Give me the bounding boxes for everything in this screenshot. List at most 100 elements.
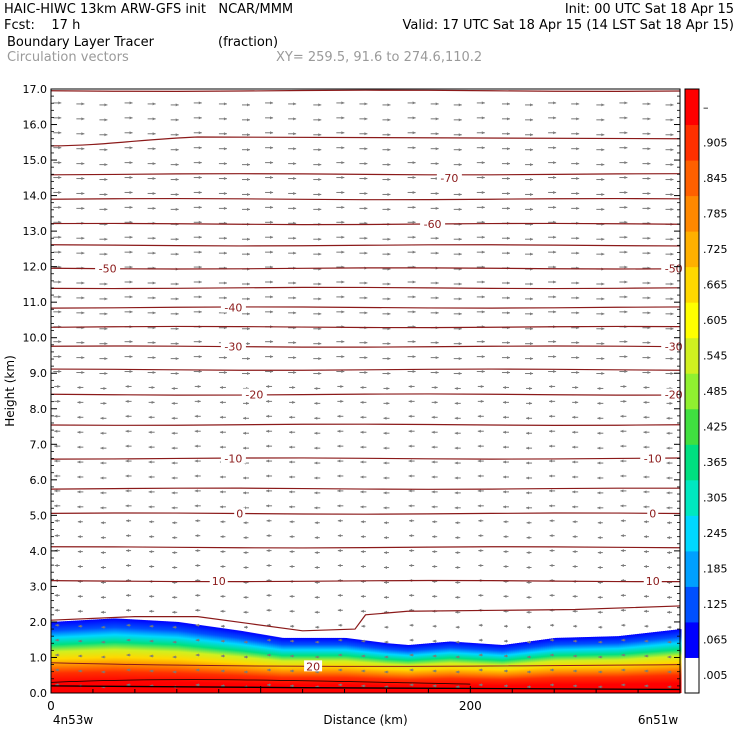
circulation-vector [147, 177, 156, 181]
circulation-vector [549, 399, 556, 403]
contour-label: 10 [646, 575, 660, 588]
tracer-column [397, 644, 400, 693]
circulation-vector [407, 310, 416, 314]
circulation-vector [54, 489, 61, 493]
circulation-vector [383, 536, 389, 540]
tracer-column [677, 629, 680, 693]
circulation-vector [572, 445, 579, 449]
tracer-column [163, 621, 166, 693]
circulation-vector [220, 669, 225, 673]
circulation-vector [126, 623, 131, 627]
circulation-vector [596, 282, 605, 286]
y-tick-label: 9.0 [30, 367, 48, 380]
y-tick-label: 4.0 [30, 545, 48, 558]
circulation-vector [171, 386, 178, 390]
circulation-vector [501, 191, 510, 195]
circulation-vector [549, 593, 555, 597]
tracer-column [517, 642, 520, 693]
circulation-vector [313, 103, 322, 107]
circulation-vector [384, 670, 389, 674]
circulation-vector [147, 251, 156, 255]
circulation-vector [149, 624, 154, 628]
circulation-vector [172, 625, 177, 629]
circulation-vector [407, 340, 416, 344]
circulation-vector [525, 237, 534, 241]
contour-label: -40 [224, 302, 242, 315]
circulation-vector [478, 593, 484, 597]
circulation-vector [290, 669, 295, 673]
circulation-vector [573, 684, 578, 688]
circulation-vector [53, 146, 62, 150]
circulation-vector [99, 148, 108, 152]
circulation-vector [549, 444, 556, 448]
circulation-vector [266, 608, 272, 612]
circulation-vector [620, 474, 627, 478]
circulation-vector [147, 371, 156, 375]
tracer-column [199, 625, 202, 693]
circulation-vector [147, 191, 156, 195]
tracer-column [375, 641, 378, 693]
circulation-vector [478, 564, 484, 568]
circulation-vector [53, 340, 62, 344]
tracer-column [295, 637, 298, 693]
circulation-vector [218, 296, 227, 300]
circulation-vector [314, 401, 321, 405]
circulation-vector [382, 372, 391, 376]
circulation-vector [337, 459, 344, 463]
circulation-vector [147, 341, 156, 345]
circulation-vector [359, 311, 368, 315]
circulation-vector [571, 162, 580, 166]
circulation-vector [149, 639, 154, 643]
circulation-vector [313, 192, 322, 196]
colorbar-label: .725 [703, 243, 728, 256]
circulation-vector [665, 192, 674, 196]
circulation-vector [53, 176, 62, 180]
circulation-vector [241, 148, 250, 152]
circulation-vector [337, 564, 343, 568]
circulation-vector [290, 684, 295, 688]
circulation-vector [407, 116, 416, 120]
y-tick-label: 5.0 [30, 509, 48, 522]
circulation-vector [148, 430, 155, 434]
circulation-vector [54, 459, 61, 463]
tracer-column [627, 635, 630, 693]
circulation-vector [314, 431, 321, 435]
circulation-vector [170, 312, 179, 316]
circulation-vector [476, 190, 485, 194]
circulation-vector [619, 161, 628, 165]
circulation-vector [667, 551, 673, 555]
circulation-vector [525, 192, 534, 196]
circulation-vector [172, 640, 177, 644]
circulation-vector [526, 521, 532, 525]
circulation-vector [172, 655, 177, 659]
colorbar-swatch [685, 550, 699, 587]
circulation-vector [598, 625, 603, 629]
circulation-vector [453, 357, 462, 361]
contour-label: 0 [649, 508, 656, 521]
circulation-vector [289, 609, 295, 613]
circulation-vector [126, 593, 132, 597]
circulation-vector [619, 176, 628, 180]
circulation-vector [572, 505, 579, 509]
circulation-vector [643, 490, 650, 494]
circulation-vector [241, 327, 250, 331]
circulation-vector [407, 250, 416, 254]
tracer-column [343, 637, 346, 693]
circulation-vector [597, 476, 604, 480]
circulation-vector [359, 371, 368, 375]
circulation-vector [430, 162, 439, 166]
colorbar-label: .485 [703, 385, 728, 398]
circulation-vector [620, 429, 627, 433]
circulation-vector [99, 192, 108, 196]
circulation-vector [430, 341, 439, 345]
circulation-vector [337, 593, 343, 597]
circulation-vector [266, 474, 273, 478]
circulation-vector [525, 327, 534, 331]
circulation-vector [667, 536, 673, 540]
circulation-vector [126, 668, 131, 672]
circulation-vector [218, 236, 227, 240]
tracer-column [463, 642, 466, 693]
circulation-vector [382, 118, 391, 122]
colorbar-label: .425 [703, 421, 728, 434]
circulation-vector [288, 132, 297, 136]
